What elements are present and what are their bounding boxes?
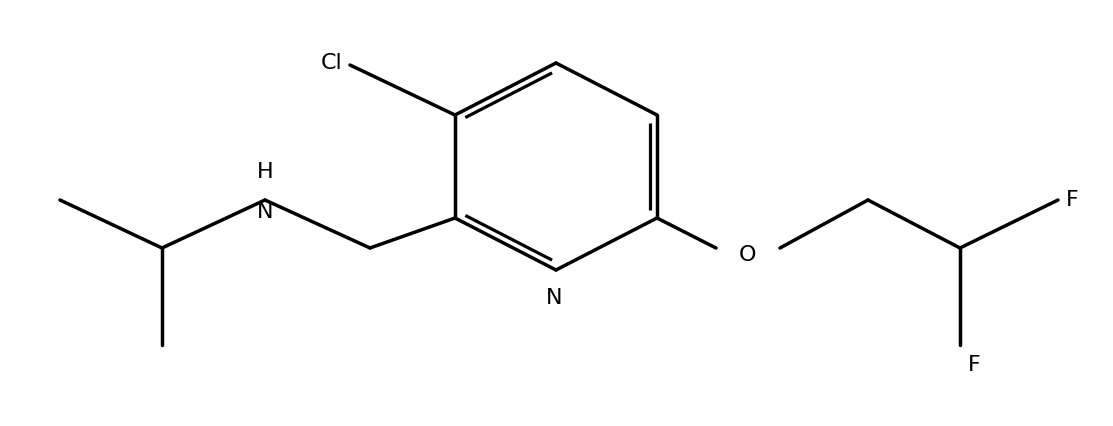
Text: N: N — [545, 288, 562, 308]
Text: Cl: Cl — [321, 53, 342, 73]
Text: O: O — [739, 245, 757, 265]
Text: H: H — [257, 162, 274, 182]
Text: N: N — [257, 202, 274, 222]
Text: F: F — [968, 355, 981, 375]
Text: F: F — [1066, 190, 1078, 210]
